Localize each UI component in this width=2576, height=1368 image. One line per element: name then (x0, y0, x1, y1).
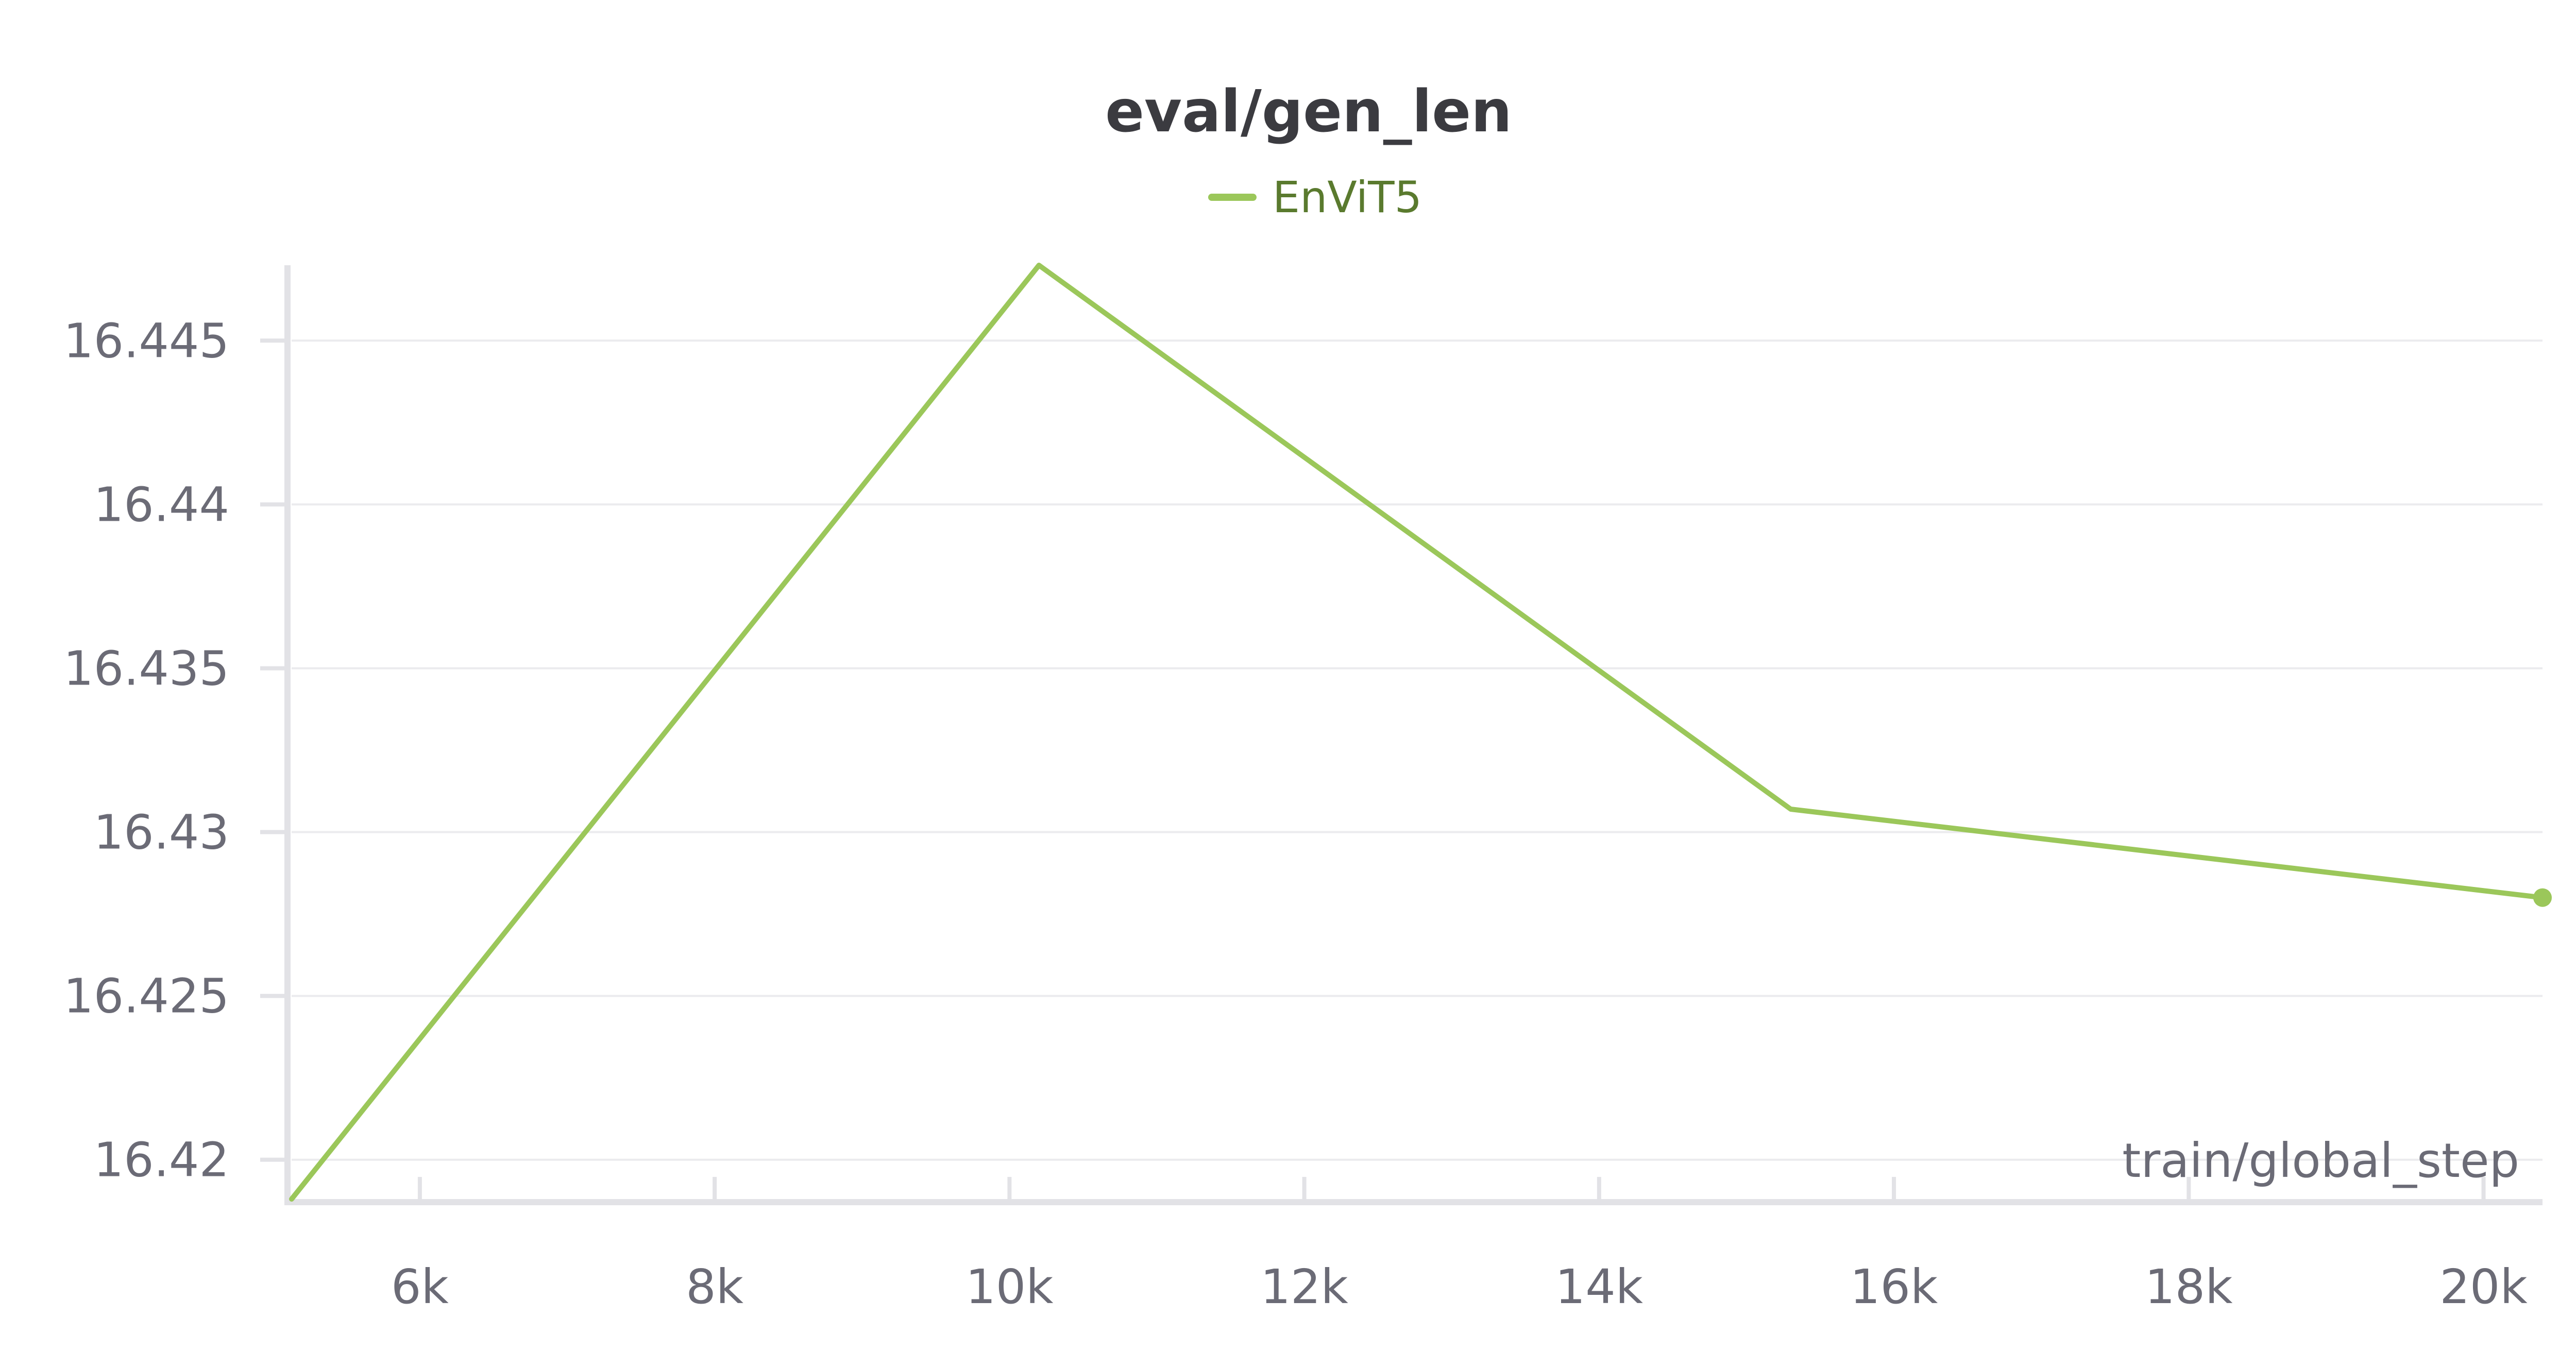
series-end-point (2533, 888, 2552, 907)
chart-title: eval/gen_len (1105, 78, 1512, 145)
series-group (289, 263, 2552, 1202)
y-tick-label: 16.425 (63, 969, 229, 1024)
x-tick-label: 6k (391, 1259, 449, 1314)
x-tick-label: 18k (2145, 1259, 2233, 1314)
legend-label-envit5: EnViT5 (1273, 172, 1422, 223)
y-tick-label: 16.42 (94, 1133, 229, 1188)
series-line-envit5 (289, 263, 2545, 1202)
x-tick-label: 12k (1260, 1259, 1348, 1314)
y-gridlines (292, 339, 2543, 1161)
x-tick-label: 16k (1850, 1259, 1938, 1314)
x-axis-ticks: 6k 8k 10k 12k 14k 16k 18k 20k (391, 1177, 2528, 1314)
x-tick-label: 8k (686, 1259, 744, 1314)
y-tick-label: 16.43 (94, 805, 229, 860)
x-tick-label: 20k (2439, 1259, 2528, 1314)
x-tick-label: 14k (1555, 1259, 1643, 1314)
y-tick-label: 16.445 (63, 313, 229, 368)
x-tick-label: 10k (965, 1259, 1054, 1314)
y-tick-label: 16.435 (63, 641, 229, 696)
legend: EnViT5 (1208, 172, 1422, 223)
y-tick-label: 16.44 (94, 477, 229, 532)
y-axis-ticks: 16.42 16.425 16.43 16.435 16.44 16.445 (63, 313, 284, 1188)
x-axis-title: train/global_step (2122, 1133, 2519, 1188)
